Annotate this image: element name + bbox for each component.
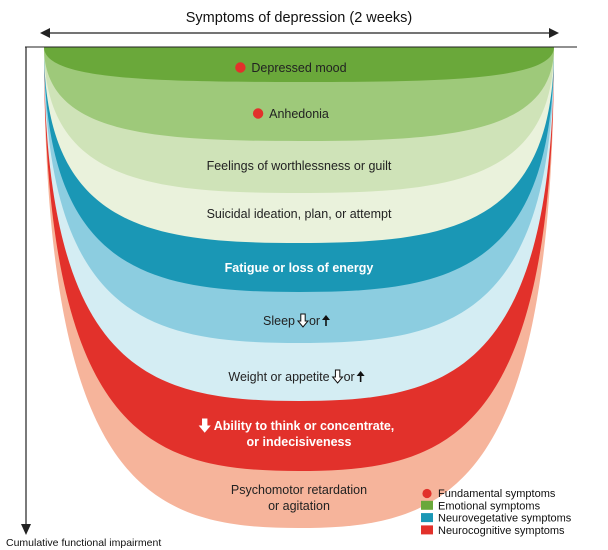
legend-swatch [421, 525, 433, 535]
layer-label-6: Weight or appetite [228, 370, 329, 384]
legend-item: Emotional symptoms [421, 500, 541, 512]
layer-label-2: Feelings of worthlessness or guilt [207, 159, 392, 173]
legend-label: Neurovegetative symptoms [438, 513, 572, 525]
layer-label-3: Suicidal ideation, plan, or attempt [207, 207, 392, 221]
axis-label: Cumulative functional impairment [6, 537, 161, 549]
diagram-title: Symptoms of depression (2 weeks) [186, 10, 412, 26]
layer-label-5: Sleep [263, 314, 295, 328]
fundamental-dot-icon [252, 108, 264, 119]
legend-swatch [421, 500, 433, 510]
down-arrow-icon [331, 369, 344, 384]
arrow-connector: or [344, 370, 355, 384]
layer-label-4: Fatigue or loss of energy [225, 261, 374, 275]
layer-label-7-line2: or indecisiveness [247, 435, 352, 449]
layer-label-7: Ability to think or concentrate, [214, 419, 395, 433]
symptom-bowl [44, 47, 554, 528]
up-arrow-icon [321, 315, 330, 326]
legend-label: Emotional symptoms [438, 500, 541, 512]
fundamental-dot-icon [235, 62, 246, 73]
legend-item: Neurovegetative symptoms [421, 513, 572, 525]
arrow-connector: or [309, 314, 320, 328]
legend-item: Neurocognitive symptoms [421, 525, 565, 537]
legend-swatch [421, 513, 433, 523]
legend-item: Fundamental symptoms [422, 488, 556, 500]
up-arrow-icon [356, 371, 365, 382]
layer-labels: Depressed mood Anhedonia Feelings of worth… [198, 61, 395, 513]
impairment-axis [21, 47, 31, 535]
duration-arrow [40, 28, 559, 38]
layer-label-8-line2: or agitation [268, 499, 330, 513]
layer-label-0: Depressed mood [251, 61, 346, 75]
layer-label-8: Psychomotor retardation [231, 483, 367, 497]
down-arrow-icon [198, 418, 211, 433]
legend-dot-icon [422, 488, 432, 499]
down-arrow-icon [296, 313, 310, 328]
layer-label-1: Anhedonia [269, 107, 329, 121]
legend-label: Neurocognitive symptoms [438, 525, 565, 537]
layer-band-0 [44, 47, 554, 82]
legend-label: Fundamental symptoms [438, 488, 556, 500]
